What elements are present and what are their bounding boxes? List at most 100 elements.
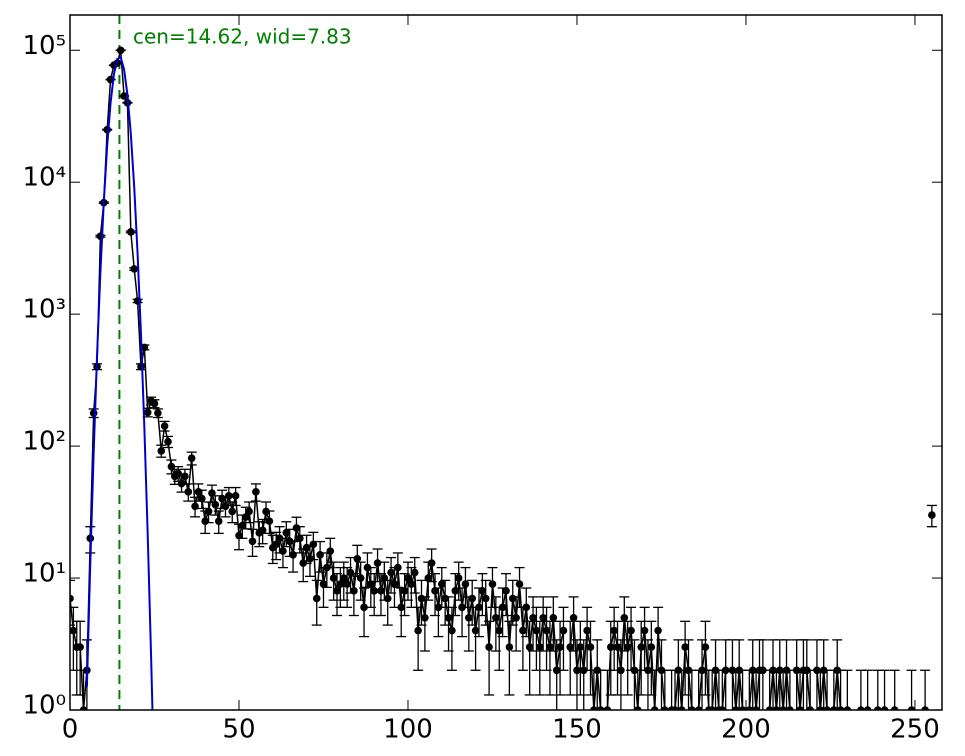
data-point — [137, 362, 145, 371]
data-point — [498, 603, 507, 612]
data-point — [644, 666, 652, 675]
data-point — [231, 492, 240, 500]
data-point — [796, 706, 804, 710]
data-point — [566, 643, 575, 651]
data-point — [248, 537, 257, 546]
x-tick-label: 0 — [62, 715, 79, 745]
data-point — [549, 613, 558, 622]
data-point — [427, 559, 436, 567]
data-point — [336, 580, 345, 588]
data-point — [289, 551, 297, 559]
data-point — [373, 559, 382, 567]
data-point — [759, 666, 767, 675]
plot-area — [70, 15, 937, 710]
data-point — [772, 706, 781, 710]
data-point — [404, 574, 412, 582]
data-point — [634, 706, 642, 710]
data-point — [512, 613, 520, 622]
data-point — [214, 517, 223, 525]
data-point — [475, 603, 483, 612]
data-point — [238, 521, 247, 530]
data-point — [654, 626, 662, 635]
data-point — [519, 626, 527, 635]
data-point — [339, 574, 348, 582]
x-tick-label: 250 — [890, 715, 940, 745]
data-point — [502, 587, 510, 595]
data-point — [488, 580, 497, 588]
data-point — [431, 587, 439, 595]
data-point — [410, 568, 419, 577]
data-point — [836, 706, 845, 710]
data-point — [535, 643, 544, 651]
data-point — [228, 507, 237, 516]
data-point — [360, 603, 368, 612]
data-point — [235, 531, 243, 540]
data-point — [356, 574, 365, 582]
data-point — [167, 462, 176, 471]
data-point — [181, 472, 189, 481]
data-point — [417, 594, 426, 603]
data-point — [613, 643, 622, 651]
data-point — [508, 594, 517, 603]
y-tick-label: 10³ — [22, 295, 66, 325]
data-point — [721, 666, 730, 675]
data-point — [823, 706, 831, 710]
data-point — [623, 643, 632, 651]
data-point — [617, 666, 625, 675]
data-point — [383, 594, 392, 603]
data-point — [218, 494, 226, 503]
data-point — [164, 437, 172, 446]
data-point — [201, 517, 209, 525]
data-point — [525, 643, 534, 651]
data-point — [590, 706, 598, 710]
data-point — [688, 706, 696, 710]
data-point — [880, 706, 889, 710]
data-point — [863, 706, 872, 710]
data-point — [890, 706, 899, 710]
data-point — [830, 706, 838, 710]
data-point — [573, 666, 581, 675]
data-point — [732, 706, 740, 710]
data-point — [174, 469, 182, 478]
data-point — [603, 706, 612, 710]
data-point — [546, 643, 554, 651]
data-point — [316, 551, 324, 559]
data-point — [184, 488, 193, 496]
data-point — [752, 706, 760, 710]
data-point — [738, 706, 747, 710]
y-tick-label: 10⁰ — [22, 691, 66, 721]
y-tick-label: 10⁴ — [22, 163, 66, 193]
data-point — [698, 666, 706, 675]
data-point — [154, 409, 162, 417]
data-point — [806, 706, 814, 710]
data-point — [225, 492, 233, 500]
data-point — [843, 706, 852, 710]
data-point — [461, 580, 470, 588]
data-point — [252, 488, 260, 496]
data-point — [677, 706, 686, 710]
data-point — [556, 643, 564, 651]
data-point — [816, 706, 825, 710]
data-point — [208, 489, 216, 497]
annotation: cen=14.62, wid=7.83 — [133, 25, 352, 49]
data-point — [765, 706, 774, 710]
data-point — [465, 613, 473, 622]
data-point — [265, 517, 274, 525]
data-point — [272, 540, 280, 549]
data-point — [89, 409, 98, 417]
data-point — [70, 594, 74, 603]
data-point — [505, 643, 514, 651]
data-point — [495, 626, 504, 635]
data-point — [596, 706, 605, 710]
data-point — [671, 706, 679, 710]
data-point — [745, 706, 754, 710]
data-point — [79, 706, 88, 710]
data-point — [282, 529, 291, 537]
data-point — [204, 507, 213, 516]
data-point — [441, 594, 449, 603]
data-point — [194, 488, 203, 496]
data-point — [312, 594, 321, 603]
data-point — [198, 494, 206, 503]
data-point — [529, 613, 537, 622]
